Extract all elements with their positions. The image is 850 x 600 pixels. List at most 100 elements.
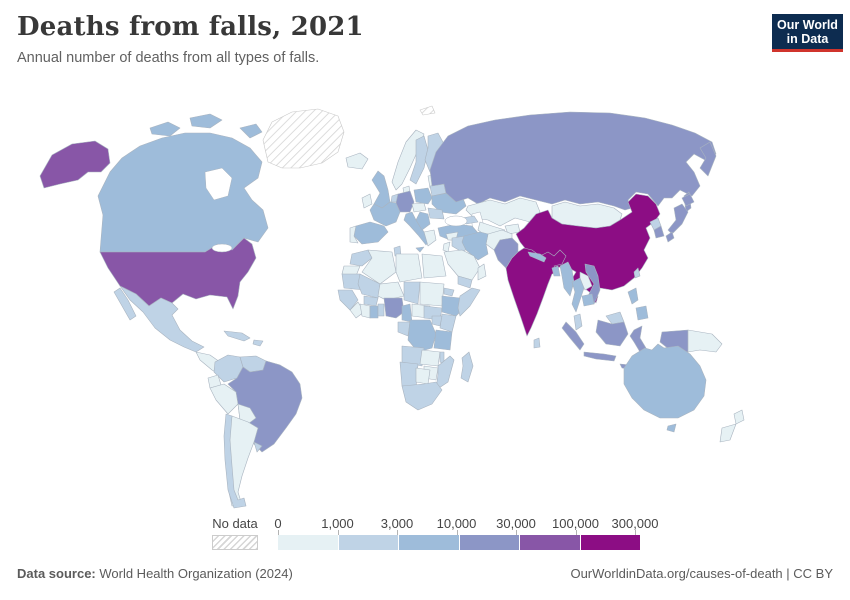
country-indonesia-kalimantan[interactable] [595,319,629,347]
country-myanmar[interactable] [559,261,575,297]
country-chad[interactable] [403,281,421,305]
country-iran[interactable] [461,231,489,261]
country-togo-benin[interactable] [377,303,385,317]
legend-nodata-label: No data [212,516,258,531]
country-russia[interactable] [429,111,717,211]
country-france[interactable] [369,201,401,227]
country-south-korea[interactable] [653,225,665,239]
legend-segment-c2[interactable] [398,535,459,550]
country-somalia[interactable] [457,287,481,317]
country-cameroon[interactable] [401,303,413,323]
country-india[interactable] [505,247,567,337]
country-nepal[interactable] [527,251,547,263]
legend-segment-c1[interactable] [337,535,398,550]
country-tasmania[interactable] [666,423,677,433]
country-sri-lanka[interactable] [533,337,541,349]
country-malaysia-peninsula[interactable] [573,313,583,331]
country-svalbard[interactable] [419,105,436,116]
country-mozambique[interactable] [435,355,455,391]
country-cambodia[interactable] [581,293,595,307]
country-australia[interactable] [623,343,707,419]
world-map [0,95,850,510]
country-canada[interactable] [97,132,269,253]
country-chile[interactable] [223,413,247,509]
country-hispaniola[interactable] [252,339,264,347]
country-morocco[interactable] [349,249,373,267]
country-uruguay[interactable] [253,441,263,453]
country-oman[interactable] [477,263,487,281]
legend-segment-c5[interactable] [579,535,640,550]
legend-segment-c3[interactable] [458,535,519,550]
country-jordan-israel[interactable] [442,241,451,253]
country-thailand[interactable] [571,277,585,313]
country-south-africa[interactable] [401,381,443,411]
country-ivory-coast[interactable] [359,303,371,319]
country-austria-czechia[interactable] [411,202,427,213]
country-libya[interactable] [395,253,423,283]
country-canadian-arctic-2[interactable] [189,113,223,129]
country-philippines-mindanao[interactable] [635,305,649,321]
country-eritrea[interactable] [443,287,455,297]
country-papua-new-guinea[interactable] [687,329,723,353]
country-yemen[interactable] [457,275,473,289]
country-alaska[interactable] [39,140,111,189]
country-angola[interactable] [401,345,425,367]
country-bangladesh[interactable] [551,265,561,277]
country-new-zealand-south[interactable] [719,423,737,443]
country-ghana[interactable] [369,305,379,319]
country-senegal-guinea[interactable] [337,289,359,311]
country-portugal[interactable] [349,225,359,244]
country-sweden[interactable] [409,135,429,185]
country-botswana[interactable] [415,367,431,385]
country-zambia[interactable] [419,349,441,367]
legend-nodata-swatch[interactable] [212,535,258,550]
country-uganda[interactable] [431,315,443,327]
country-iceland[interactable] [345,152,369,170]
country-indonesia-sumatra[interactable] [561,321,585,351]
country-bolivia[interactable] [237,403,257,425]
country-cuba[interactable] [223,330,251,342]
legend-tick-mark [635,530,636,535]
country-indonesia-sulawesi[interactable] [629,325,647,353]
legend-tick-label: 100,000 [552,516,599,531]
country-ireland[interactable] [361,193,373,209]
owid-logo[interactable]: Our World in Data [772,14,843,52]
country-nigeria[interactable] [383,297,405,319]
country-balkans[interactable] [415,211,431,231]
country-greece[interactable] [423,229,437,247]
country-united-kingdom[interactable] [371,170,391,209]
owid-citation-link[interactable]: OurWorldinData.org/causes-of-death | CC … [570,566,833,581]
country-sicily[interactable] [415,246,425,253]
country-canadian-arctic-3[interactable] [239,123,263,139]
country-saudi-arabia[interactable] [443,249,481,281]
country-congo-gabon[interactable] [397,321,411,337]
country-baja-california[interactable] [113,287,137,321]
country-taiwan[interactable] [633,267,641,279]
country-mexico[interactable] [119,285,205,353]
country-namibia[interactable] [399,361,419,389]
country-poland[interactable] [413,187,433,205]
country-sudan[interactable] [419,281,445,307]
owid-logo-line2: in Data [786,32,829,46]
country-kenya[interactable] [439,313,457,333]
legend-segment-c4[interactable] [519,535,580,550]
country-philippines-luzon[interactable] [627,287,639,305]
legend-segment-c0[interactable] [278,535,338,550]
country-new-zealand-north[interactable] [733,409,745,425]
country-kamchatka[interactable] [699,141,717,177]
country-canadian-arctic-1[interactable] [149,121,181,137]
country-mali[interactable] [357,273,381,299]
country-indonesia-java[interactable] [583,351,617,362]
country-burkina-faso[interactable] [363,295,379,307]
country-japan-hokkaido[interactable] [681,193,695,207]
country-japan-honshu[interactable] [667,203,689,235]
country-dr-congo[interactable] [407,319,437,353]
country-spain[interactable] [353,221,389,245]
country-egypt[interactable] [421,253,447,279]
country-tanzania[interactable] [433,329,453,351]
country-greenland[interactable] [262,108,345,169]
country-niger[interactable] [377,281,405,301]
country-madagascar[interactable] [460,351,474,383]
country-japan-kyushu[interactable] [665,231,675,243]
country-romania[interactable] [427,207,445,220]
